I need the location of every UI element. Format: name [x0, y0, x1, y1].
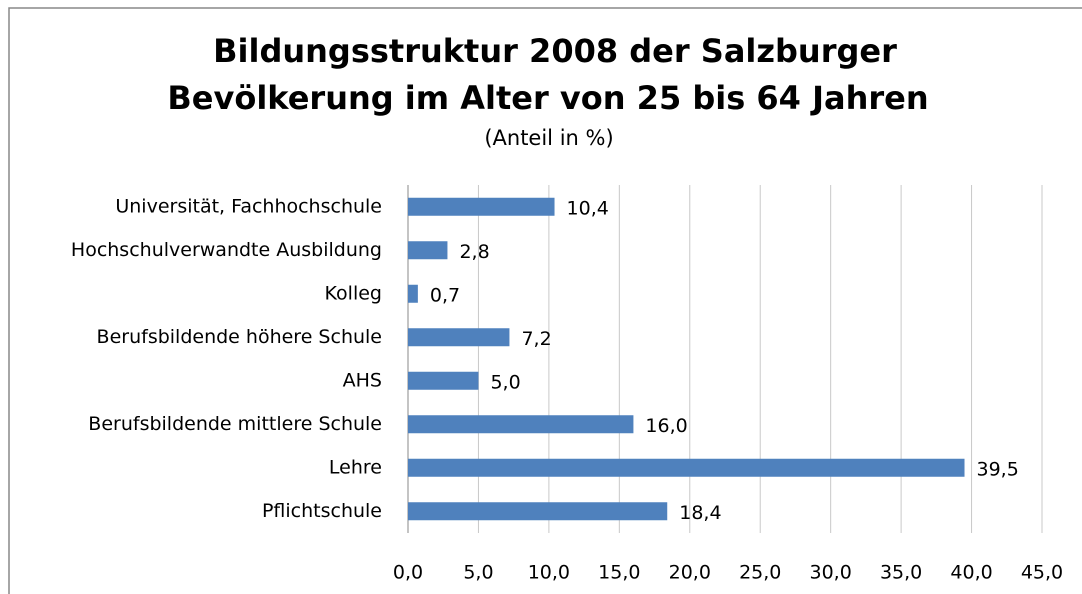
- chart-title: Bevölkerung im Alter von 25 bis 64 Jahre…: [167, 79, 928, 117]
- chart-subtitle: (Anteil in %): [484, 126, 613, 150]
- bar: [408, 458, 965, 477]
- bar: [408, 241, 448, 260]
- x-tick-label: 40,0: [950, 562, 992, 584]
- bar: [408, 284, 418, 303]
- y-tick-label: Lehre: [329, 456, 382, 478]
- x-tick-label: 20,0: [669, 562, 711, 584]
- chart-frame: [8, 7, 1082, 594]
- x-tick-label: 25,0: [739, 562, 781, 584]
- y-tick-label: Kolleg: [325, 282, 382, 304]
- data-label: 39,5: [977, 458, 1019, 480]
- x-tick-label: 30,0: [810, 562, 852, 584]
- y-tick-label: AHS: [343, 369, 382, 391]
- data-label: 7,2: [521, 328, 551, 350]
- y-tick-label: Hochschulverwandte Ausbildung: [71, 239, 382, 261]
- bar: [408, 197, 555, 216]
- x-tick-label: 10,0: [528, 562, 570, 584]
- x-tick-label: 35,0: [880, 562, 922, 584]
- x-tick-label: 15,0: [598, 562, 640, 584]
- data-label: 16,0: [645, 415, 687, 437]
- x-tick-label: 0,0: [393, 562, 423, 584]
- data-label: 2,8: [459, 241, 489, 263]
- data-label: 5,0: [490, 371, 520, 393]
- y-tick-label: Berufsbildende mittlere Schule: [88, 413, 382, 435]
- data-label: 10,4: [567, 197, 609, 219]
- bar: [408, 415, 634, 434]
- y-tick-label: Berufsbildende höhere Schule: [97, 326, 382, 348]
- bar: [408, 371, 479, 390]
- data-label: 18,4: [679, 502, 721, 524]
- bar: [408, 328, 510, 347]
- y-tick-label: Universität, Fachhochschule: [115, 195, 382, 217]
- chart-title: Bildungsstruktur 2008 der Salzburger: [213, 32, 897, 70]
- x-tick-label: 5,0: [463, 562, 493, 584]
- x-tick-label: 45,0: [1021, 562, 1063, 584]
- y-tick-label: Pflichtschule: [262, 500, 382, 522]
- bar: [408, 502, 668, 521]
- data-label: 0,7: [430, 284, 460, 306]
